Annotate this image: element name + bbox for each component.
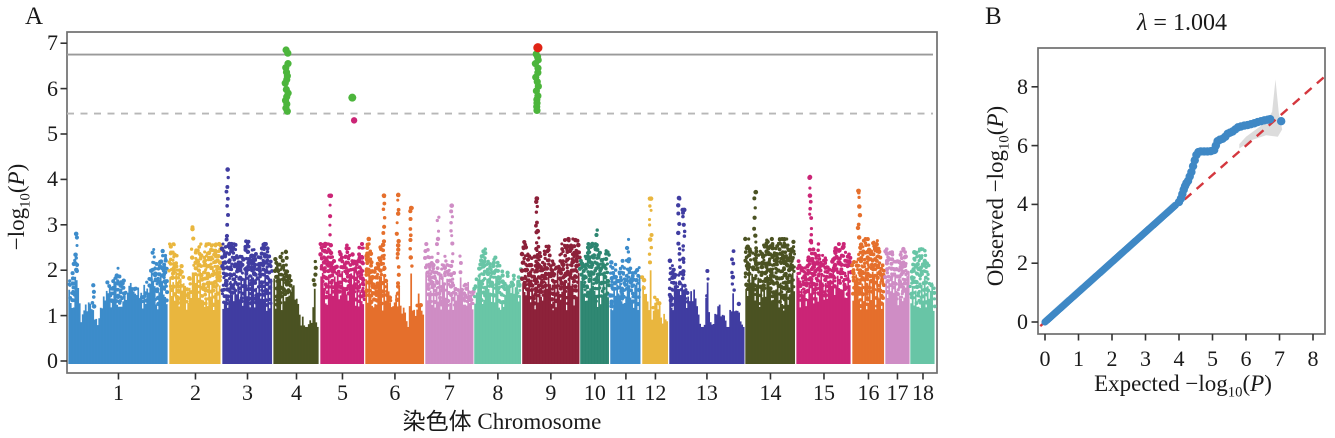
chromosome-tick-label: 16 [857, 380, 880, 405]
manhattan-y-tick-label: 5 [47, 121, 58, 146]
qq-x-tick-label: 8 [1307, 346, 1319, 371]
chromosome-tick-label: 3 [242, 380, 253, 405]
qq-y-tick-label: 4 [1017, 191, 1028, 217]
qq-x-title-paren: ( [1242, 371, 1251, 396]
chromosome-tick-label: 6 [389, 380, 401, 405]
y-title-sub: 10 [17, 193, 34, 208]
chromosome-tick-label: 7 [443, 380, 455, 405]
chromosome-tick-label: 4 [291, 380, 302, 405]
qq-x-tick-label: 6 [1240, 346, 1252, 371]
chromosome-tick-label: 5 [336, 380, 348, 405]
lambda-symbol: λ [1137, 10, 1148, 36]
manhattan-y-tick-label: 6 [47, 75, 58, 101]
chromosome-tick-label: 13 [695, 380, 718, 405]
qq-x-tick-label: 1 [1073, 346, 1084, 371]
chromosome-tick-label: 11 [615, 380, 637, 405]
qq-plot-title: λ = 1.004 [1082, 10, 1282, 36]
chromosome-tick-label: 18 [911, 380, 934, 405]
chromosome-tick-label: 10 [583, 380, 606, 405]
chromosome-tick-label: 12 [644, 380, 667, 405]
chromosome-tick-label: 2 [189, 380, 201, 405]
qq-x-title-p: P [1250, 371, 1265, 396]
manhattan-y-tick-label: 2 [47, 257, 58, 283]
qq-y-tick-label: 0 [1017, 309, 1028, 334]
qq-x-title-sub: 10 [1227, 384, 1243, 401]
qq-y-title-paren2: ) [983, 105, 1008, 114]
qq-x-tick-label: 7 [1274, 346, 1285, 371]
chromosome-tick-label: 15 [812, 380, 835, 405]
qq-y-tick-label: 2 [1017, 250, 1028, 276]
qq-y-tick-label: 6 [1017, 132, 1028, 158]
lambda-value: = 1.004 [1147, 10, 1227, 36]
chromosome-tick-label: 14 [759, 380, 782, 405]
qq-y-title-p: P [983, 113, 1008, 128]
qq-y-tick-label: 8 [1017, 73, 1028, 99]
chromosome-tick-label: 8 [492, 380, 504, 405]
qq-x-tick-label: 5 [1207, 346, 1218, 371]
qq-x-tick-label: 0 [1039, 346, 1051, 371]
chromosome-tick-label: 17 [886, 380, 909, 405]
chromosome-tick-label: 1 [112, 380, 124, 405]
qq-x-tick-label: 2 [1106, 346, 1118, 371]
manhattan-y-tick-label: 3 [47, 211, 58, 237]
manhattan-y-tick-label: 0 [47, 348, 58, 373]
qq-x-tick-label: 3 [1140, 346, 1151, 371]
panel-b-label: B [985, 3, 1002, 30]
panel-a-label: A [25, 3, 44, 30]
qq-x-tick-label: 4 [1173, 346, 1185, 371]
qq-x-title-text: Expected −log [1094, 371, 1228, 396]
panel-a-x-axis-title: 染色体 Chromosome [402, 409, 602, 434]
panel-b-x-axis-title: Expected −log10(P) [1058, 371, 1308, 400]
qq-x-title-paren2: ) [1264, 371, 1272, 396]
manhattan-y-tick-label: 1 [47, 302, 58, 328]
manhattan-y-tick-label: 4 [47, 166, 58, 192]
manhattan-y-tick-label: 7 [47, 30, 58, 56]
chromosome-tick-label: 9 [545, 380, 557, 405]
